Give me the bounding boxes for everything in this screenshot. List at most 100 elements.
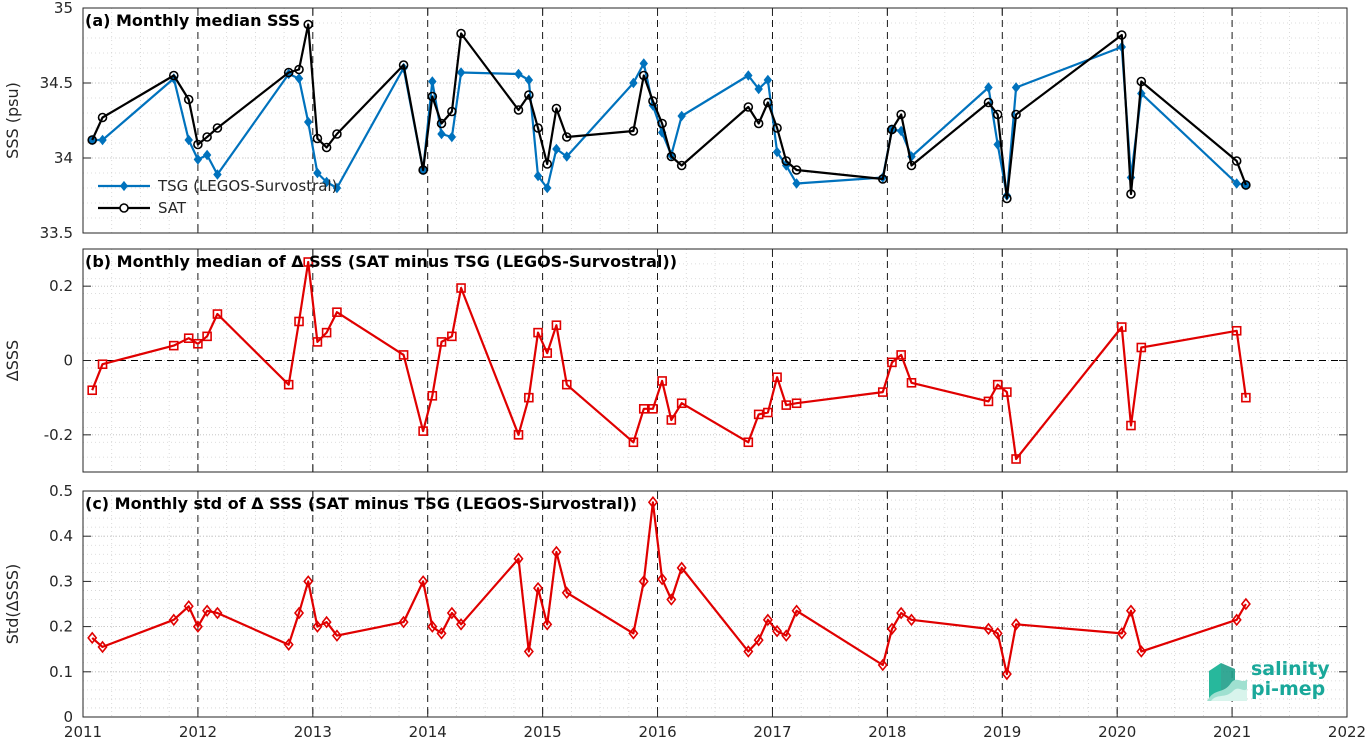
- panel-b-median-delta-sss: -0.2 0 0.2 ΔSSS (b) Monthly median of Δ SSS …: [3, 248, 1348, 473]
- data-point: [97, 359, 108, 370]
- data-point: [1137, 88, 1146, 99]
- x-ticks: [82, 8, 1348, 233]
- data-point: [456, 67, 466, 78]
- data-point: [192, 620, 203, 633]
- data-point: [436, 627, 447, 640]
- y-axis-label: Std(ΔSSS): [3, 564, 22, 644]
- data-point: [533, 581, 544, 595]
- minor-grid: [83, 249, 1347, 472]
- x-ticks: [82, 249, 1348, 472]
- data-point: [657, 376, 667, 386]
- data-point: [1116, 627, 1127, 640]
- data-point: [992, 109, 1003, 120]
- series-0: [87, 41, 1251, 201]
- x-tick-label: 2011: [64, 723, 102, 741]
- data-point: [676, 561, 687, 575]
- y-tick-label: 34.5: [40, 74, 73, 92]
- y-tick-label: -0.2: [44, 426, 73, 444]
- series-0: [87, 496, 1251, 681]
- data-point: [523, 645, 534, 658]
- data-point: [753, 118, 764, 129]
- data-point: [294, 606, 305, 620]
- data-point: [1125, 604, 1136, 618]
- data-point: [1116, 322, 1127, 332]
- data-point: [896, 350, 906, 360]
- data-point: [983, 396, 994, 407]
- data-point: [762, 613, 773, 627]
- data-point: [1231, 156, 1242, 166]
- data-point: [436, 118, 447, 129]
- data-point: [638, 404, 649, 414]
- panel-title: (c) Monthly std of Δ SSS (SAT minus TSG …: [85, 494, 637, 513]
- data-point: [303, 575, 314, 588]
- data-point: [772, 146, 782, 158]
- data-point: [1126, 420, 1136, 431]
- axes-box: [82, 490, 1348, 718]
- y-tick-label: 0.2: [49, 277, 73, 295]
- data-point: [744, 70, 753, 81]
- y-tick-label: 0.1: [49, 663, 73, 681]
- data-point: [983, 622, 994, 636]
- data-point: [183, 333, 194, 344]
- legend-marker: [119, 180, 129, 192]
- data-point: [87, 385, 97, 396]
- data-point: [743, 645, 754, 658]
- y-tick-label: 0.2: [49, 618, 73, 636]
- y-axis-label: ΔSSS: [3, 340, 22, 381]
- series-line: [91, 260, 1247, 461]
- data-point: [533, 170, 543, 182]
- data-point: [543, 182, 552, 194]
- data-point: [772, 372, 782, 383]
- data-point: [791, 604, 802, 618]
- data-point: [648, 404, 658, 414]
- data-point: [447, 331, 457, 342]
- data-point: [542, 348, 553, 358]
- x-tick-label: 2012: [179, 723, 217, 741]
- data-point: [212, 123, 223, 133]
- data-point: [906, 377, 917, 388]
- data-point: [676, 160, 687, 171]
- data-point: [533, 327, 543, 338]
- data-point: [983, 97, 994, 108]
- data-point: [561, 132, 572, 142]
- data-point: [781, 400, 792, 410]
- y-tick-label: 0.4: [49, 527, 73, 545]
- data-point: [896, 606, 907, 620]
- x-tick-label: 2022: [1328, 723, 1366, 741]
- data-point: [666, 415, 677, 425]
- data-point: [398, 615, 409, 629]
- series-line: [91, 501, 1247, 676]
- data-point: [332, 182, 342, 194]
- data-point: [648, 96, 658, 106]
- data-point: [992, 627, 1003, 640]
- logo-line1: salinity: [1251, 658, 1330, 680]
- data-point: [1126, 189, 1136, 199]
- legend-marker: [119, 203, 129, 213]
- series-line: [91, 23, 1247, 200]
- data-point: [168, 613, 179, 627]
- x-tick-label: 2018: [868, 723, 906, 741]
- data-point: [436, 337, 447, 347]
- x-tick-label: 2014: [409, 723, 447, 741]
- data-point: [1011, 454, 1021, 464]
- data-point: [754, 83, 763, 95]
- data-point: [906, 613, 917, 627]
- data-point: [331, 629, 342, 642]
- data-point: [312, 620, 323, 633]
- y-axis-label: SSS (psu): [3, 82, 22, 159]
- minor-grid: [83, 8, 1347, 233]
- data-point: [791, 398, 802, 409]
- panel-a-monthly-median-sss: 33.5 34 34.5 35 SSS (psu) (a) Monthly median …: [3, 0, 1348, 242]
- data-point: [202, 331, 212, 342]
- data-point: [427, 620, 438, 633]
- data-point: [312, 337, 323, 347]
- data-point: [629, 77, 638, 89]
- data-point: [212, 309, 223, 319]
- panel-title: (a) Monthly median SSS: [85, 11, 300, 30]
- data-point: [628, 126, 639, 136]
- y-tick-label: 34: [54, 149, 73, 167]
- data-point: [313, 167, 322, 179]
- data-point: [1002, 193, 1012, 204]
- data-point: [213, 169, 222, 180]
- data-point: [763, 97, 773, 108]
